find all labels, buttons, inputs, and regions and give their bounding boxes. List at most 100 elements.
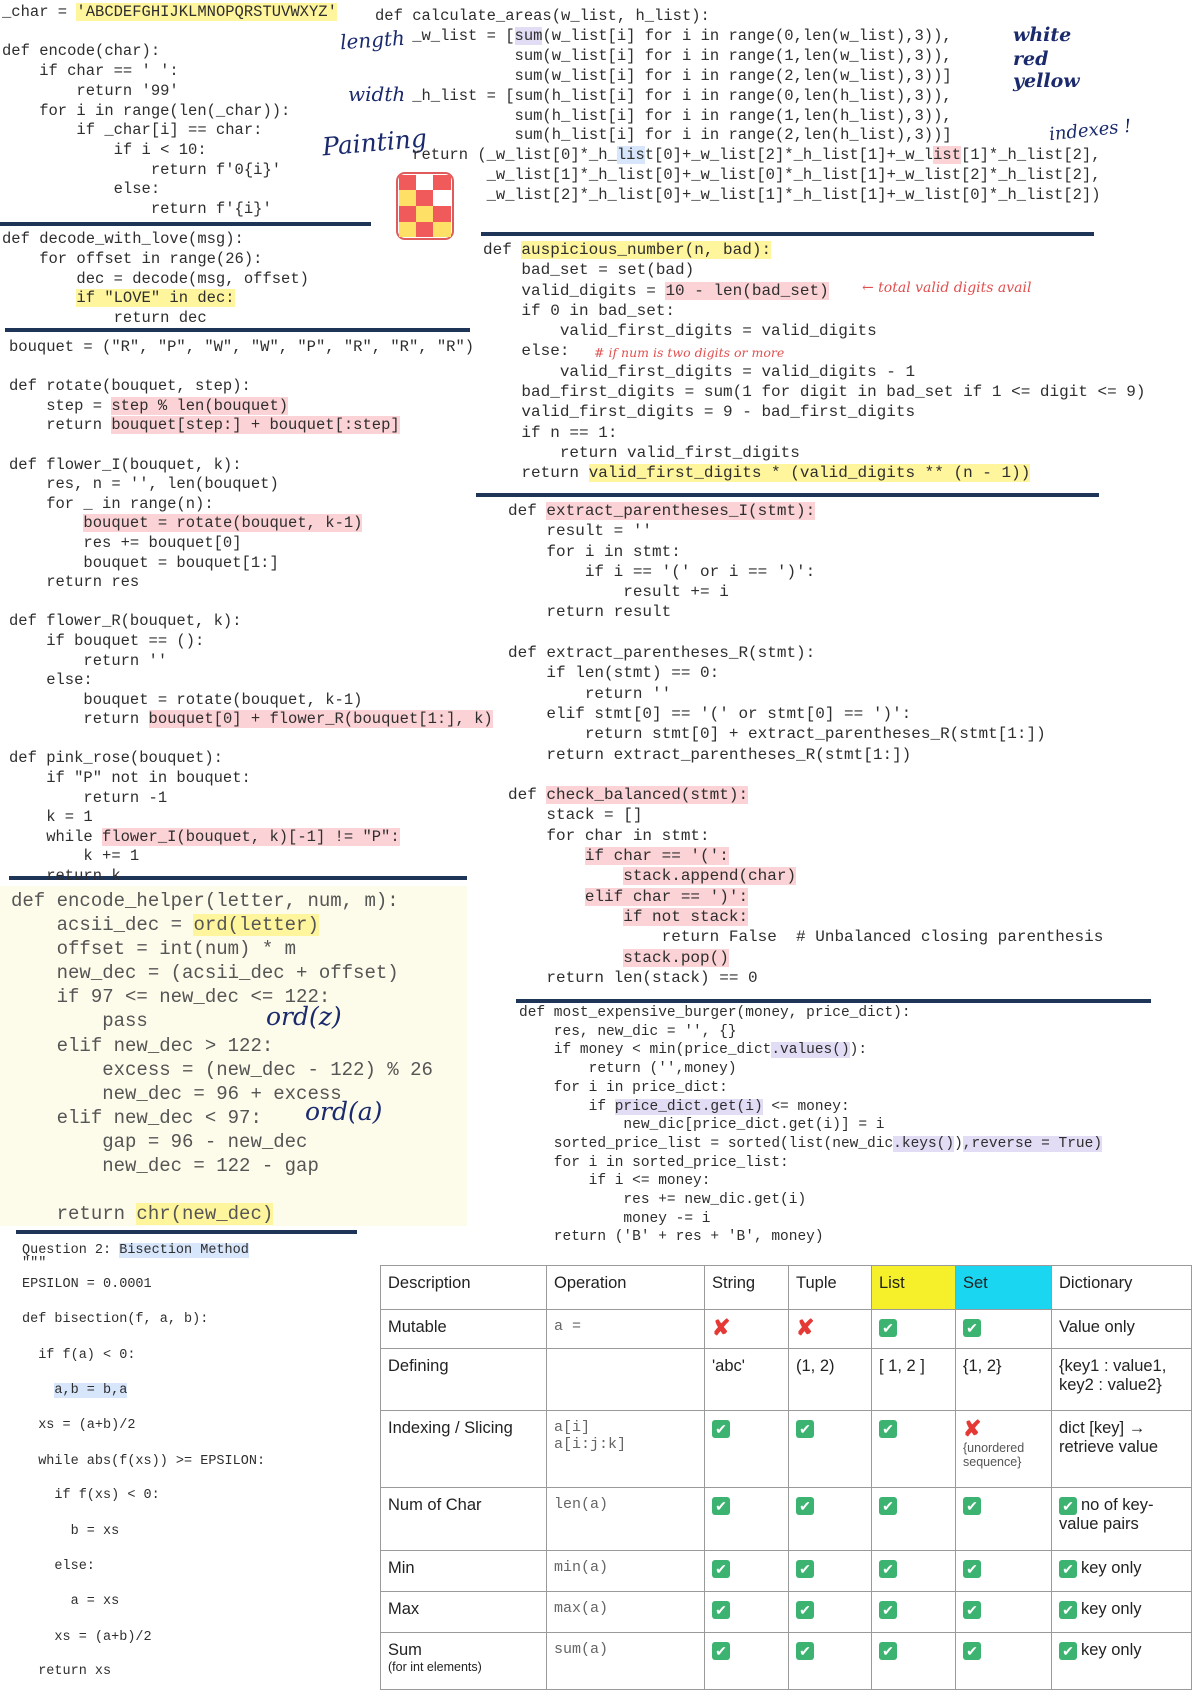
table-cell: ✔ [788,1410,872,1488]
code-line: return ('B' + res + 'B', money) [519,1229,824,1246]
code-line: res, n = '', len(bouquet) [9,475,279,494]
cell-text: {1, 2} [963,1357,1002,1375]
code-line: _w_list = [sum(w_list[i] for i in range(… [375,26,952,45]
check-icon: ✔ [796,1419,814,1438]
cell-text: dict [key] → retrieve value [1059,1419,1159,1456]
code-line: else: [9,671,93,690]
code-line: bouquet = bouquet[1:] [9,553,279,572]
code-paragraph: def flower_R(bouquet, k): if bouquet == … [9,612,493,730]
code-paragraph: def pink_rose(bouquet): if "P" not in bo… [9,749,493,886]
code-line: return f'0{i}' [2,160,282,179]
highlight-panel [0,886,467,1226]
cell-note: (for int elements) [388,1660,482,1674]
code-line: return -1 [9,788,168,807]
cell-text: 'abc' [712,1357,745,1375]
code-line: b = xs [22,1524,120,1539]
code-line: else: [2,180,161,199]
table-cell: a[i] a[i:j:k] [546,1410,705,1488]
check-icon: ✔ [879,1419,897,1438]
table-cell: ✔ key only [1051,1550,1192,1592]
header-cell: Description [380,1265,547,1310]
header-cell: Dictionary [1051,1265,1192,1310]
table-cell: ✔ [955,1487,1052,1551]
check-icon: ✔ [879,1600,897,1619]
code-paragraph: def auspicious_number(n, bad): bad_set =… [483,240,1146,484]
table-cell: Mutable [380,1309,547,1349]
code-line: while abs(f(xs)) >= EPSILON: [22,1454,266,1469]
code-line: bouquet = rotate(bouquet, k-1) [9,690,363,709]
divider [516,999,1151,1003]
code-paragraph: _char = 'ABCDEFGHIJKLMNOPQRSTUVWXYZ' [2,3,337,23]
table-cell: Value only [1051,1309,1192,1349]
annotation: ord(z) [266,1002,342,1031]
code-line: EPSILON = 0.0001 [22,1277,152,1292]
code-line: sum(h_list[i] for i in range(1,len(h_lis… [375,106,952,125]
header-cell: List [871,1265,956,1310]
table-cell: ✔ no of key-value pairs [1051,1487,1192,1551]
table-cell: Num of Char [380,1487,547,1551]
table-cell: ✔ [704,1632,789,1690]
code-line: if _char[i] == char: [2,121,263,140]
table-cell: ✔ [704,1410,789,1488]
code-line: return dec [2,309,207,328]
table-cell: ✔ [704,1550,789,1592]
table-row: Indexing / Slicing a[i] a[i:j:k] ✔ ✔ ✔ ✘ {unord… [380,1410,1192,1488]
annotation: ← total valid digits avail [862,280,1032,296]
table-cell: ✔ key only [1051,1591,1192,1633]
code-line: xs = (a+b)/2 [22,1418,136,1433]
code-line: if len(stmt) == 0: [508,664,720,683]
code-paragraph: def extract_parentheses_I(stmt): result … [508,501,1103,623]
table-cell: ✘ [788,1309,872,1349]
code-line: valid_first_digits = 9 - bad_first_digit… [483,403,916,422]
painting-icon [396,172,454,240]
cell-text: a[i:j:k] [554,1436,627,1453]
cell-text: key only [1081,1641,1142,1659]
divider [9,876,467,880]
code-paragraph: def flower_I(bouquet, k): res, n = '', l… [9,456,493,593]
code-line: return res [9,573,140,592]
code-line: return '' [9,651,168,670]
code-line: return bouquet[0] + flower_R(bouquet[1:]… [9,710,493,729]
cross-icon: ✘ [796,1315,815,1340]
code-line: return ('',money) [519,1061,737,1078]
cell-text: Sum [388,1641,422,1659]
divider [481,232,1094,236]
code-line: step = step % len(bouquet) [9,396,289,415]
code-line: return stmt[0] + extract_parentheses_R(s… [508,725,1046,744]
code-line: return valid_first_digits * (valid_digit… [483,464,1031,483]
check-icon: ✔ [1059,1496,1077,1515]
cell-text: key only [1081,1600,1142,1618]
code-block: def calculate_areas(w_list, h_list): _w_… [375,7,1101,206]
header-cell: Operation [546,1265,705,1310]
code-line: return f'{i}' [2,200,272,219]
cell-text: Defining [388,1357,449,1375]
table-row: Num of Char len(a) ✔ ✔ ✔ ✔ ✔ no of key-value pa… [380,1487,1192,1551]
table-row: Sum (for int elements) sum(a) ✔ ✔ ✔ ✔ ✔ key only [380,1632,1192,1690]
comparison-table: Description Operation String Tuple List Set Di… [380,1265,1192,1690]
cell-text: {key1 : value1, key2 : value2} [1059,1357,1167,1394]
code-line: res += new_dic.get(i) [519,1192,807,1209]
table-cell: ✘ {unordered sequence} [955,1410,1052,1488]
code-line: if f(a) < 0: [22,1348,136,1363]
check-icon: ✔ [712,1559,730,1578]
code-block: def decode_with_love(msg): for offset in… [2,230,309,329]
code-line: acsii_dec = ord(letter) [11,914,319,937]
divider [0,222,371,226]
code-line: k = 1 [9,808,93,827]
table-cell: ✔ [955,1550,1052,1592]
table-row: Defining 'abc' (1, 2) [ 1, 2 ] {1, 2} {key1 :… [380,1348,1192,1411]
table-row: Description Operation String Tuple List Set Di… [380,1265,1192,1310]
cell-text: {unordered sequence} [963,1441,1025,1469]
cell-text: min(a) [554,1559,609,1576]
code-line: a,b = b,a [54,1383,128,1398]
table-cell: len(a) [546,1487,705,1551]
table-cell: min(a) [546,1550,705,1592]
table-cell: ✔ [871,1591,956,1633]
code-line: money -= i [519,1210,711,1227]
table-row: Min min(a) ✔ ✔ ✔ ✔ ✔ key only [380,1550,1192,1592]
code-line: def decode_with_love(msg): [2,230,244,248]
check-icon: ✔ [879,1641,897,1660]
code-line: if i < 10: [2,140,207,159]
code-line: excess = (new_dec - 122) % 26 [11,1058,433,1081]
code-line: def check_balanced(stmt): [508,786,749,805]
